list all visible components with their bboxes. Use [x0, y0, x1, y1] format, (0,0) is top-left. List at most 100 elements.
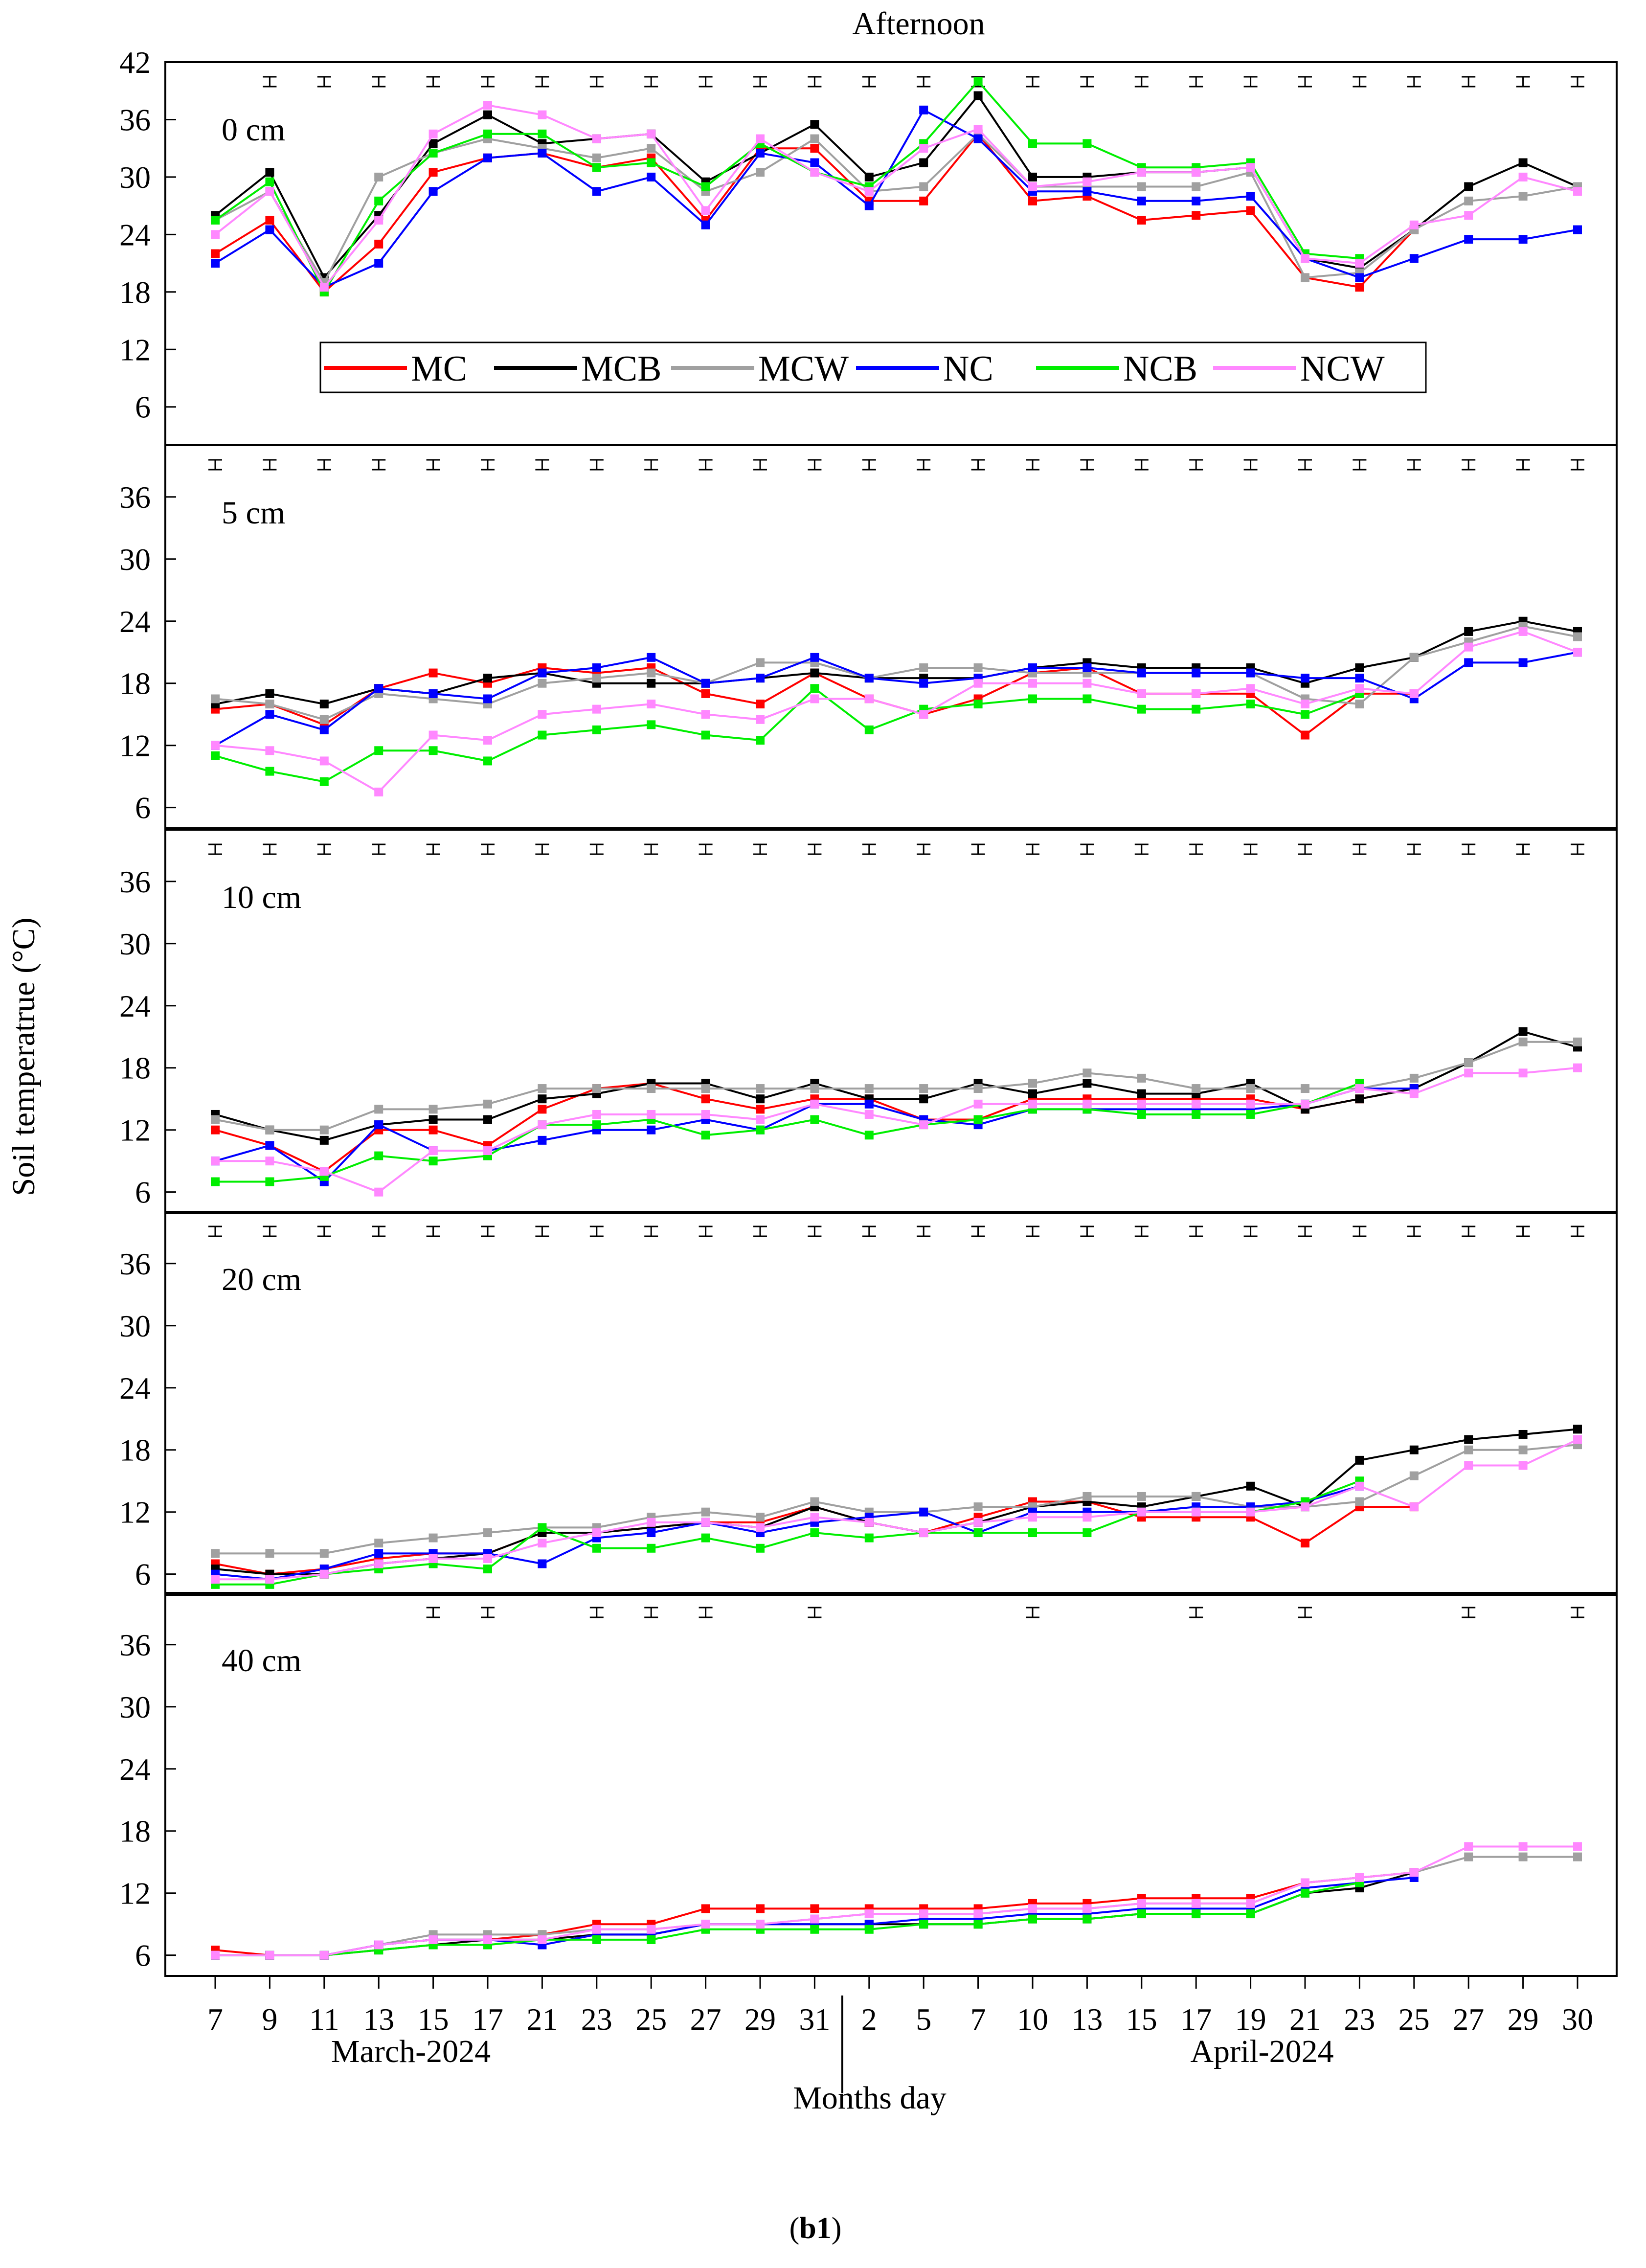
- data-point: [428, 1125, 438, 1134]
- data-point: [428, 187, 438, 196]
- error-bar: [1462, 76, 1476, 88]
- data-point: [538, 1084, 547, 1093]
- error-bar: [1026, 843, 1039, 855]
- error-bar: [1516, 76, 1530, 88]
- error-bar: [644, 843, 658, 855]
- data-point: [919, 1084, 928, 1093]
- data-point: [1301, 1888, 1309, 1898]
- data-point: [919, 663, 928, 672]
- data-point: [374, 1549, 383, 1558]
- series-line-MCB: [214, 94, 1578, 279]
- data-point: [1573, 632, 1582, 641]
- data-point: [374, 259, 383, 268]
- data-point: [374, 746, 383, 755]
- error-bar: [317, 76, 331, 88]
- data-point: [810, 653, 819, 662]
- error-bar: [372, 459, 386, 471]
- data-point: [919, 144, 928, 153]
- data-point: [973, 1099, 983, 1109]
- data-point: [319, 1569, 329, 1579]
- data-point: [592, 163, 601, 172]
- data-point: [1192, 1099, 1201, 1109]
- y-tick-label: 18: [119, 1051, 151, 1086]
- x-tick-label: 27: [690, 2002, 722, 2037]
- error-bar: [644, 1607, 658, 1618]
- data-point: [1301, 1878, 1309, 1887]
- data-point: [265, 177, 274, 186]
- data-point: [592, 1110, 601, 1119]
- data-point: [701, 1094, 710, 1104]
- data-point: [864, 674, 874, 683]
- error-bar: [208, 843, 222, 855]
- depth-label: 20 cm: [222, 1262, 301, 1297]
- data-point: [1518, 172, 1528, 181]
- data-point: [1192, 182, 1201, 191]
- data-point: [211, 1575, 220, 1584]
- data-point: [701, 1904, 710, 1913]
- error-bar: [481, 1607, 495, 1618]
- data-point: [1246, 192, 1255, 201]
- error-bar: [208, 1225, 222, 1237]
- error-bar: [699, 459, 713, 471]
- data-point: [647, 1935, 656, 1944]
- data-point: [319, 1125, 329, 1134]
- y-axis-title: Soil temperatrue (°C): [6, 918, 42, 1196]
- data-point: [211, 215, 220, 225]
- data-point: [265, 767, 274, 776]
- data-point: [538, 1523, 547, 1532]
- error-bar: [1134, 843, 1149, 855]
- data-point: [1028, 1914, 1037, 1924]
- error-bar: [699, 1607, 713, 1618]
- data-point: [265, 1157, 274, 1166]
- data-point: [864, 1131, 874, 1140]
- data-point: [1028, 1513, 1037, 1522]
- series-MC: [211, 129, 1419, 296]
- data-point: [319, 1167, 329, 1176]
- error-bar: [1189, 1607, 1203, 1618]
- data-point: [756, 1094, 765, 1104]
- data-point: [1518, 627, 1528, 636]
- x-axis: 7 9 11 13 15 17 21 23 25 27 29 31 2 5 7 10 13 15 17 19 21 23 2…: [207, 1976, 1593, 2093]
- x-tick-label: 5: [916, 2002, 931, 2037]
- data-point: [265, 215, 274, 225]
- data-point: [1246, 1899, 1255, 1908]
- data-point: [1246, 163, 1255, 172]
- series-MCB: [211, 91, 1582, 282]
- series-line-NCW: [215, 1066, 1578, 1193]
- error-bar: [971, 459, 985, 471]
- figure-caption: (b1): [789, 2212, 842, 2245]
- data-point: [1082, 694, 1092, 703]
- data-point: [1464, 1461, 1473, 1470]
- data-point: [374, 239, 383, 249]
- data-point: [756, 1523, 765, 1532]
- data-point: [1246, 668, 1255, 678]
- error-bar: [1243, 76, 1258, 88]
- data-point: [1028, 1089, 1037, 1098]
- legend-item-MC: MC: [324, 349, 467, 389]
- data-point: [1028, 694, 1037, 703]
- data-point: [374, 787, 383, 796]
- data-point: [374, 1187, 383, 1197]
- error-bar: [481, 1225, 495, 1237]
- error-bar: [208, 459, 222, 471]
- x-tick-label: 23: [1344, 2002, 1375, 2037]
- data-point: [810, 168, 819, 177]
- data-point: [265, 1177, 274, 1186]
- error-bar: [426, 1225, 440, 1237]
- error-bar: [753, 76, 767, 88]
- data-point: [1082, 139, 1092, 148]
- data-point: [1464, 1445, 1473, 1454]
- panel-frame: [164, 444, 1618, 829]
- series-NCW: [211, 1842, 1582, 1960]
- error-bar: [753, 459, 767, 471]
- data-point: [538, 148, 547, 158]
- y-tick-label: 36: [119, 1628, 151, 1662]
- data-point: [701, 710, 710, 719]
- data-point: [265, 187, 274, 196]
- data-point: [810, 1099, 819, 1109]
- series-line-MCB: [215, 620, 1578, 705]
- data-point: [538, 129, 547, 138]
- data-point: [864, 1533, 874, 1542]
- data-point: [211, 741, 220, 750]
